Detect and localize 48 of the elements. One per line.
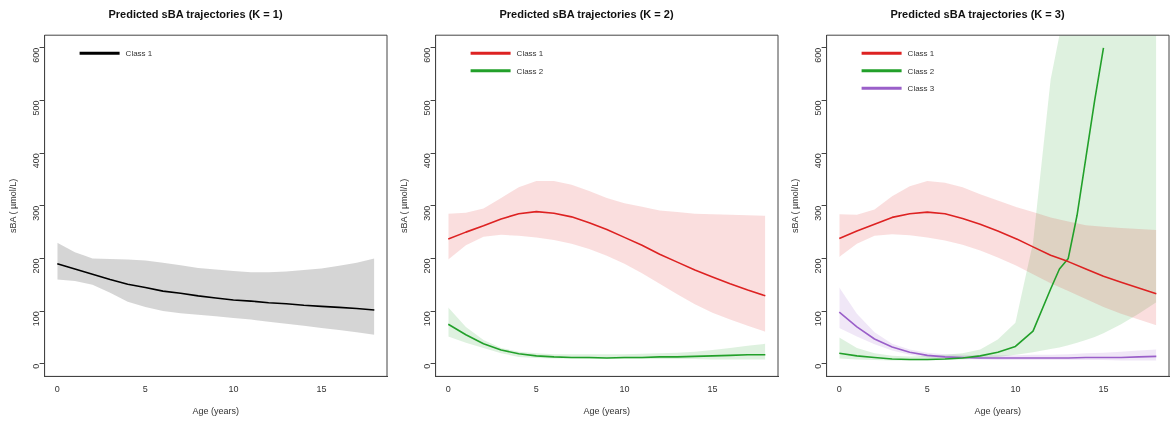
y-tick-label: 0 — [31, 363, 42, 369]
x-tick-label: 15 — [1098, 384, 1109, 395]
y-axis-title: sBA ( µmol/L) — [7, 178, 18, 233]
y-tick-label: 400 — [31, 153, 42, 169]
y-tick-label: 0 — [422, 363, 433, 369]
x-tick-label: 15 — [707, 384, 718, 395]
y-axis-title: sBA ( µmol/L) — [398, 178, 409, 233]
x-tick-label: 15 — [316, 384, 327, 395]
x-axis-title: Age (years) — [583, 406, 631, 417]
y-tick-label: 100 — [31, 311, 42, 327]
y-tick-label: 300 — [422, 205, 433, 221]
x-tick-label: 0 — [54, 384, 60, 395]
x-tick-label: 10 — [1010, 384, 1021, 395]
y-axis-title: sBA ( µmol/L) — [789, 178, 800, 233]
y-tick-label: 100 — [813, 311, 824, 327]
y-tick-label: 400 — [813, 153, 824, 169]
x-tick-label: 10 — [228, 384, 239, 395]
y-tick-label: 500 — [31, 100, 42, 116]
chart-title: Predicted sBA trajectories (K = 2) — [499, 7, 674, 20]
y-tick-label: 200 — [422, 258, 433, 274]
y-tick-label: 200 — [31, 258, 42, 274]
x-tick-label: 10 — [619, 384, 630, 395]
y-tick-label: 600 — [422, 47, 433, 63]
x-axis-title: Age (years) — [192, 406, 240, 417]
legend-label: Class 2 — [516, 66, 544, 76]
x-tick-label: 0 — [836, 384, 842, 395]
y-tick-label: 200 — [813, 258, 824, 274]
y-tick-label: 0 — [813, 363, 824, 369]
y-tick-label: 600 — [31, 47, 42, 63]
chart-title: Predicted sBA trajectories (K = 3) — [890, 7, 1065, 20]
y-tick-label: 100 — [422, 311, 433, 327]
y-tick-label: 500 — [422, 100, 433, 116]
x-tick-label: 0 — [445, 384, 451, 395]
y-tick-label: 300 — [31, 205, 42, 221]
x-tick-label: 5 — [533, 384, 539, 395]
x-tick-label: 5 — [924, 384, 930, 395]
y-tick-label: 600 — [813, 47, 824, 63]
legend-label: Class 2 — [907, 66, 935, 76]
y-tick-label: 500 — [813, 100, 824, 116]
x-axis-title: Age (years) — [974, 406, 1022, 417]
chart-title: Predicted sBA trajectories (K = 1) — [108, 7, 283, 20]
legend-label: Class 1 — [516, 49, 544, 59]
x-tick-label: 5 — [142, 384, 148, 395]
y-tick-label: 300 — [813, 205, 824, 221]
legend-label: Class 3 — [907, 84, 935, 94]
legend-label: Class 1 — [907, 49, 935, 59]
legend-label: Class 1 — [125, 49, 153, 59]
y-tick-label: 400 — [422, 153, 433, 169]
